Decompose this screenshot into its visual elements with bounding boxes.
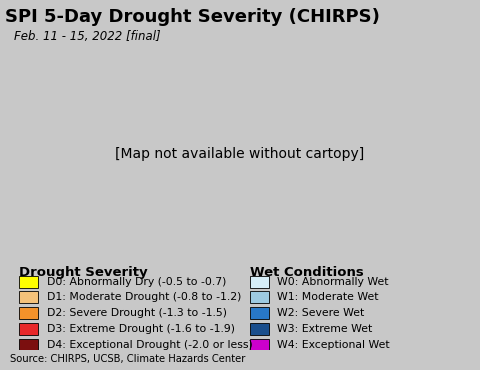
Text: SPI 5-Day Drought Severity (CHIRPS): SPI 5-Day Drought Severity (CHIRPS) (5, 8, 380, 26)
FancyBboxPatch shape (19, 291, 38, 303)
Text: Drought Severity: Drought Severity (19, 266, 148, 279)
Text: W1: Moderate Wet: W1: Moderate Wet (277, 292, 379, 302)
Text: D3: Extreme Drought (-1.6 to -1.9): D3: Extreme Drought (-1.6 to -1.9) (47, 324, 235, 334)
Text: W2: Severe Wet: W2: Severe Wet (277, 308, 365, 318)
Text: W0: Abnormally Wet: W0: Abnormally Wet (277, 276, 389, 287)
Text: [Map not available without cartopy]: [Map not available without cartopy] (115, 147, 365, 161)
FancyBboxPatch shape (19, 307, 38, 319)
FancyBboxPatch shape (19, 323, 38, 335)
FancyBboxPatch shape (250, 339, 269, 350)
Text: D2: Severe Drought (-1.3 to -1.5): D2: Severe Drought (-1.3 to -1.5) (47, 308, 227, 318)
Text: Wet Conditions: Wet Conditions (250, 266, 363, 279)
Text: D1: Moderate Drought (-0.8 to -1.2): D1: Moderate Drought (-0.8 to -1.2) (47, 292, 241, 302)
FancyBboxPatch shape (250, 276, 269, 287)
Text: W3: Extreme Wet: W3: Extreme Wet (277, 324, 372, 334)
Text: D4: Exceptional Drought (-2.0 or less): D4: Exceptional Drought (-2.0 or less) (47, 340, 253, 350)
FancyBboxPatch shape (250, 323, 269, 335)
Text: W4: Exceptional Wet: W4: Exceptional Wet (277, 340, 390, 350)
FancyBboxPatch shape (250, 291, 269, 303)
Text: Feb. 11 - 15, 2022 [final]: Feb. 11 - 15, 2022 [final] (14, 30, 161, 43)
FancyBboxPatch shape (19, 339, 38, 350)
Text: D0: Abnormally Dry (-0.5 to -0.7): D0: Abnormally Dry (-0.5 to -0.7) (47, 276, 227, 287)
FancyBboxPatch shape (19, 276, 38, 287)
FancyBboxPatch shape (250, 307, 269, 319)
Text: Source: CHIRPS, UCSB, Climate Hazards Center: Source: CHIRPS, UCSB, Climate Hazards Ce… (10, 354, 245, 364)
